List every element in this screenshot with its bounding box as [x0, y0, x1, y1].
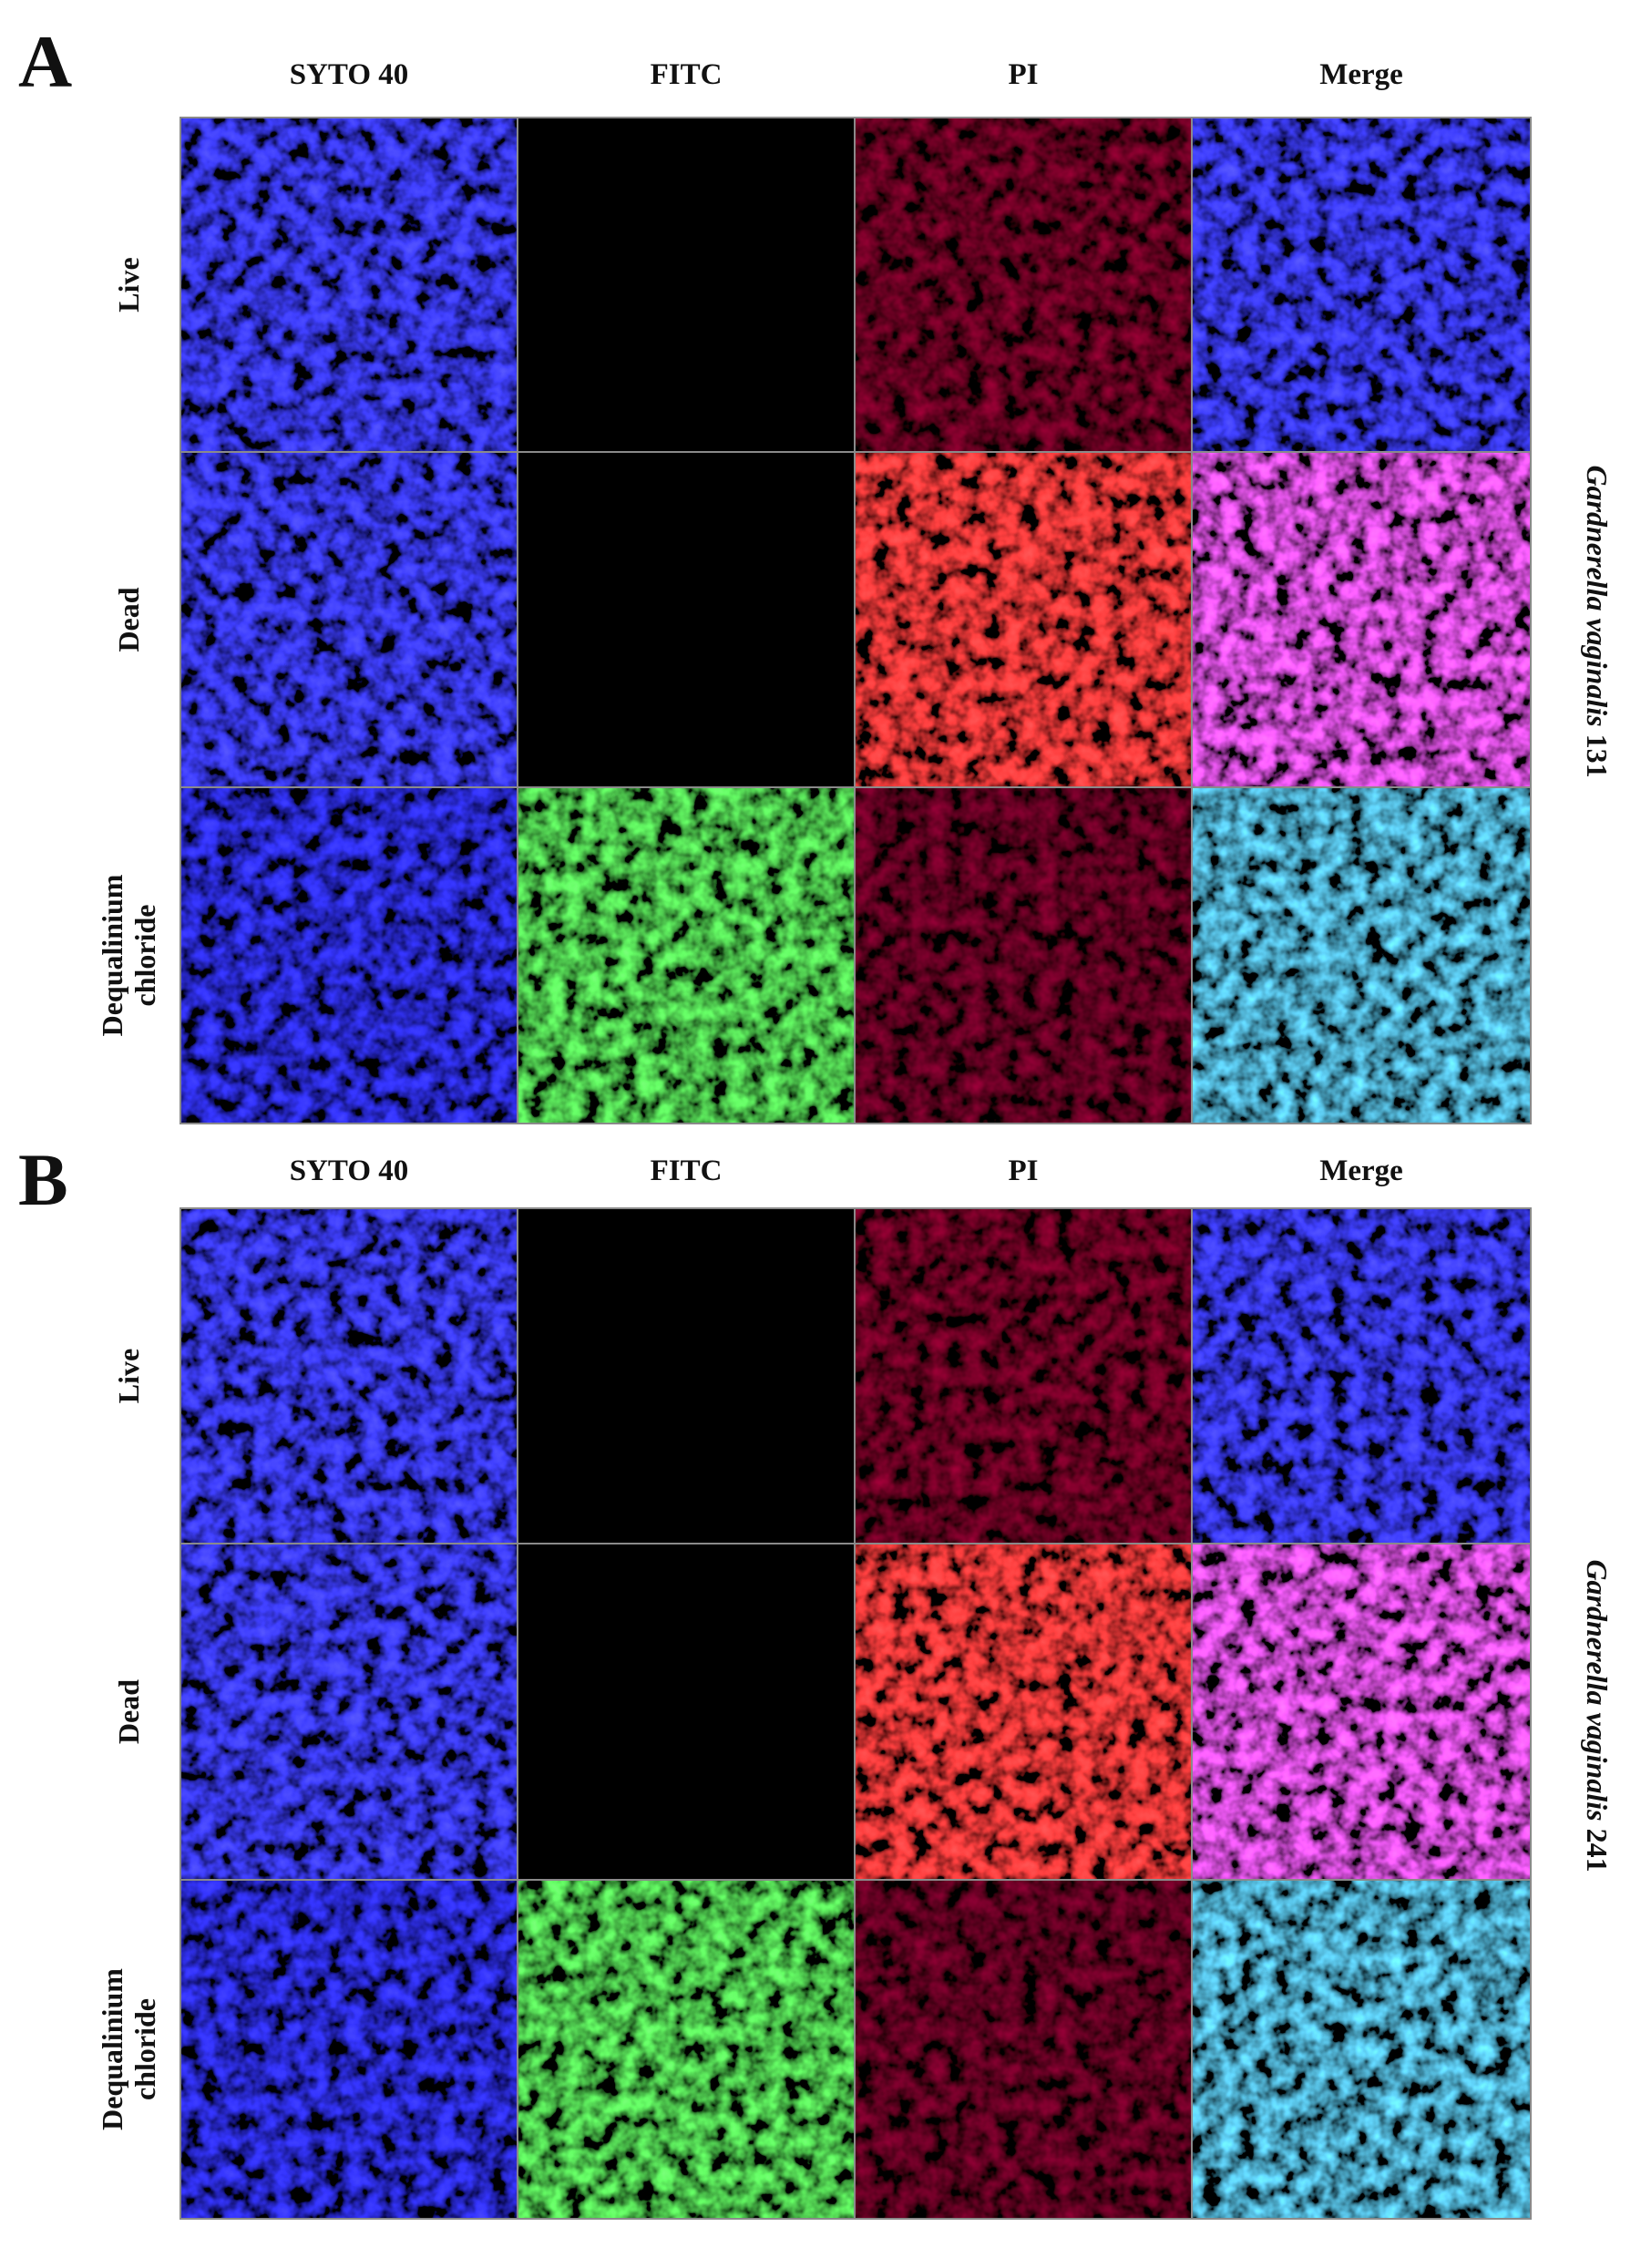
micrograph-border	[1191, 1879, 1532, 2220]
micrograph-texture	[855, 1544, 1192, 1880]
micrograph-texture	[180, 118, 518, 452]
micrograph-texture	[1192, 1208, 1531, 1544]
row-label: Dequaliniumchloride	[96, 1968, 161, 2130]
micrograph-texture	[1192, 1544, 1531, 1880]
row-label: Live	[112, 1349, 145, 1403]
panel-label: A	[18, 20, 72, 103]
row-label: Dead	[112, 1679, 145, 1744]
micrograph-texture	[1192, 1880, 1531, 2219]
micrograph-texture	[855, 1208, 1192, 1544]
column-header: SYTO 40	[290, 1155, 409, 1187]
column-header: FITC	[651, 1155, 723, 1187]
column-header: Merge	[1319, 1155, 1403, 1187]
micrograph-texture	[855, 452, 1192, 787]
micrograph-texture	[180, 1208, 518, 1544]
row-label-line: Dead	[112, 587, 145, 652]
row-label-line: Live	[112, 1349, 145, 1403]
column-header: SYTO 40	[290, 58, 409, 91]
strain-number: 241	[1581, 1829, 1614, 1873]
row-label-line: Dequalinium	[96, 1968, 128, 2130]
micrograph-texture	[518, 1208, 855, 1544]
micrograph-texture	[180, 787, 518, 1124]
micrograph-texture	[518, 1544, 855, 1880]
row-label-line: chloride	[128, 1998, 161, 2100]
row-label: Live	[112, 257, 145, 312]
micrograph-texture	[518, 452, 855, 787]
row-label-line: Dead	[112, 1679, 145, 1744]
panel-label: B	[18, 1138, 68, 1221]
column-header: Merge	[1319, 58, 1403, 91]
column-header: PI	[1009, 1155, 1039, 1187]
species-name: Gardnerella vaginalis	[1581, 465, 1614, 726]
strain-number: 131	[1581, 734, 1614, 778]
micrograph-border	[1191, 786, 1532, 1124]
micrograph-texture	[855, 787, 1192, 1124]
micrograph-texture	[180, 1880, 518, 2219]
row-label: Dead	[112, 587, 145, 652]
species-name: Gardnerella vaginalis	[1581, 1559, 1614, 1821]
strain-space	[1581, 727, 1614, 734]
micrograph-texture	[1192, 452, 1531, 787]
micrograph-texture	[1192, 787, 1531, 1124]
column-header: PI	[1009, 58, 1039, 91]
micrograph-texture	[180, 452, 518, 787]
micrograph-texture	[518, 1880, 855, 2219]
micrograph-texture	[180, 1544, 518, 1880]
micrograph-texture	[518, 118, 855, 452]
row-label-line: Live	[112, 257, 145, 312]
row-label-line: Dequalinium	[96, 874, 128, 1036]
row-label-line: chloride	[128, 905, 161, 1007]
micrograph-texture	[855, 1880, 1192, 2219]
micrograph-texture	[518, 787, 855, 1124]
micrograph-texture	[855, 118, 1192, 452]
column-header: FITC	[651, 58, 723, 91]
strain-label: Gardnerella vaginalis 131	[1581, 465, 1614, 777]
row-label: Dequaliniumchloride	[96, 874, 161, 1036]
micrograph-texture	[1192, 118, 1531, 452]
strain-space	[1581, 1822, 1614, 1829]
strain-label: Gardnerella vaginalis 241	[1581, 1559, 1614, 1872]
